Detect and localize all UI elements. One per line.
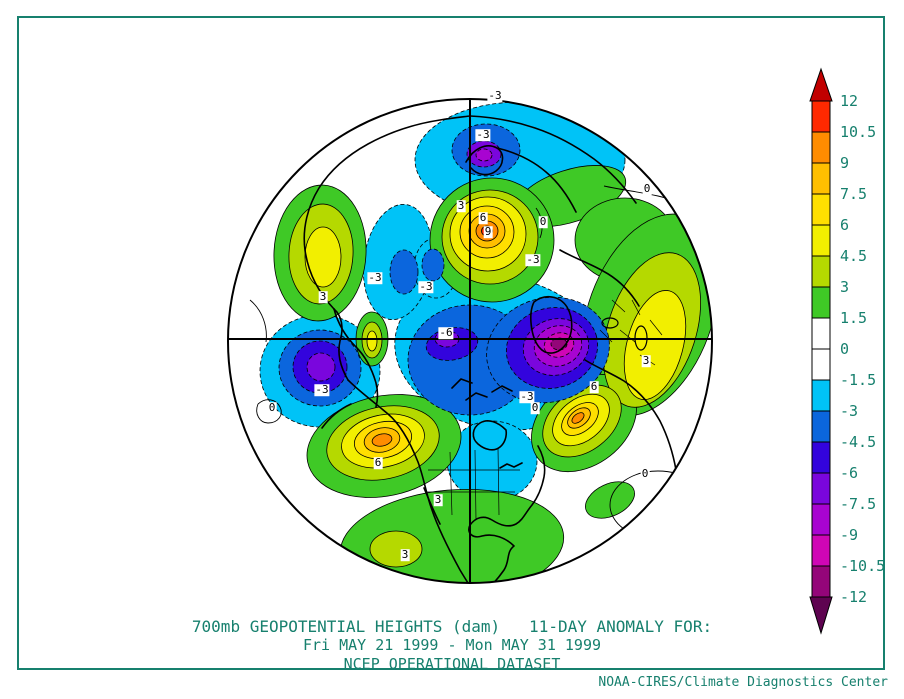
colorbar-tick-label: 3 <box>840 278 849 296</box>
colorbar-cell <box>811 286 831 319</box>
colorbar-tick-label: 9 <box>840 154 849 172</box>
colorbar-tick-label: 10.5 <box>840 123 876 141</box>
colorbar-tick-label: -6 <box>840 464 858 482</box>
colorbar-cell <box>811 503 831 536</box>
colorbar-tick-label: 7.5 <box>840 185 867 203</box>
colorbar-tick-label: 12 <box>840 92 858 110</box>
colorbar-cells <box>811 100 831 598</box>
plot-frame <box>17 16 885 670</box>
colorbar-tick-label: 0 <box>840 340 849 358</box>
colorbar-cell <box>811 379 831 412</box>
colorbar-cell <box>811 565 831 598</box>
colorbar-arrow-bottom <box>809 596 833 635</box>
colorbar-tick-label: 6 <box>840 216 849 234</box>
colorbar-cell <box>811 348 831 381</box>
colorbar-tick-labels: 12 10.5 9 7.5 6 4.5 3 1.5 0 -1.5 -3 -4.5 -6 -7.5 -9 -10… <box>840 92 885 606</box>
colorbar-tick-label: 1.5 <box>840 309 867 327</box>
colorbar-tick-label: -10.5 <box>840 557 885 575</box>
colorbar-cell <box>811 317 831 350</box>
colorbar-tick-label: -9 <box>840 526 858 544</box>
colorbar-cell <box>811 472 831 505</box>
crosshair-lines <box>228 99 712 583</box>
coastlines <box>303 115 677 583</box>
colorbar-arrow-top <box>809 67 833 102</box>
colorbar-cell <box>811 255 831 288</box>
colorbar-cell <box>811 410 831 443</box>
plot-date-range: Fri MAY 21 1999 - Mon MAY 31 1999 <box>302 636 601 654</box>
colorbar-tick-label: -12 <box>840 588 867 606</box>
colorbar-cell <box>811 534 831 567</box>
colorbar-cell <box>811 224 831 257</box>
colorbar-cell <box>811 100 831 133</box>
colorbar-cell <box>811 193 831 226</box>
plot-dataset: NCEP OPERATIONAL DATASET <box>343 655 561 673</box>
colorbar-tick-label: -4.5 <box>840 433 876 451</box>
plot-title: 700mb GEOPOTENTIAL HEIGHTS (dam) 11-DAY … <box>191 617 713 636</box>
colorbar-tick-label: -1.5 <box>840 371 876 389</box>
colorbar-tick-label: -7.5 <box>840 495 876 513</box>
colorbar: 12 10.5 9 7.5 6 4.5 3 1.5 0 -1.5 -3 -4.5 -6 -7.5 -9 -10… <box>809 67 885 635</box>
colorbar-cell <box>811 131 831 164</box>
map-boundary-circle <box>227 98 713 584</box>
colorbar-tick-label: 4.5 <box>840 247 867 265</box>
credit-line: NOAA-CIRES/Climate Diagnostics Center <box>598 675 888 690</box>
colorbar-cell <box>811 441 831 474</box>
colorbar-tick-label: -3 <box>840 402 858 420</box>
colorbar-cell <box>811 162 831 195</box>
